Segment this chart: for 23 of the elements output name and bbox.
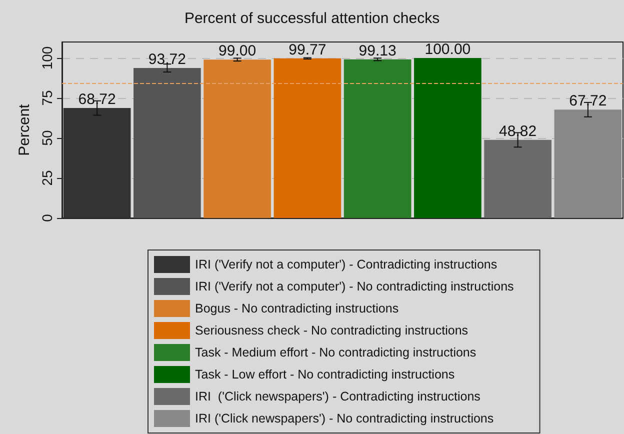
data-label: 48.82 <box>499 122 537 140</box>
y-axis-title: Percent <box>16 103 33 156</box>
legend-label: Task - Medium effort - No contradicting instructions <box>195 346 476 360</box>
y-tick-label: 50 <box>39 130 55 146</box>
data-label: 68.72 <box>78 91 116 108</box>
y-tick-label: 100 <box>39 46 55 70</box>
data-label: 99.00 <box>218 42 256 60</box>
data-label: 67.72 <box>569 92 607 110</box>
legend-label: Task - Low effort - No contradicting instructions <box>195 368 455 382</box>
legend-label: IRI ('Verify not a computer') - Contradicting instructions <box>195 258 498 272</box>
data-label: 93.72 <box>148 51 186 68</box>
y-tick-label: 25 <box>39 170 55 186</box>
data-label: 100.00 <box>424 41 471 58</box>
legend-label: Bogus - No contradicting instructions <box>195 302 399 316</box>
chart-title: Percent of successful attention checks <box>184 10 440 27</box>
legend-label: Seriousness check - No contradicting instructions <box>195 324 468 338</box>
data-label: 99.13 <box>358 42 396 60</box>
legend-label: IRI ('Verify not a computer') - No contradicting instructions <box>195 280 514 294</box>
legend-label: IRI ('Click newspapers') - No contradicting instructions <box>195 412 494 426</box>
legend-label: IRI ('Click newspapers') - Contradicting instructions <box>195 390 480 404</box>
y-tick-label: 0 <box>39 214 55 222</box>
data-label: 99.77 <box>288 41 326 58</box>
y-tick-label: 75 <box>39 90 55 106</box>
